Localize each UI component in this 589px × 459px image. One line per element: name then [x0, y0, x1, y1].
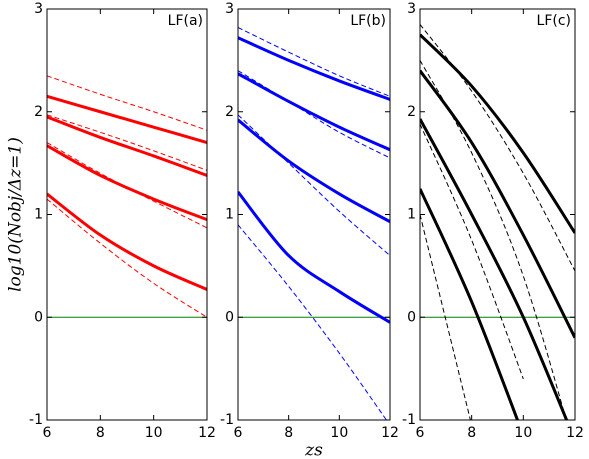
y-tick-label: 1	[225, 207, 234, 223]
curve	[420, 123, 524, 380]
x-tick-label: 12	[566, 425, 584, 441]
curve	[47, 94, 207, 145]
x-tick-label: 12	[198, 425, 216, 441]
x-tick-label: 8	[467, 425, 476, 441]
y-tick-label: 1	[34, 207, 43, 223]
curve	[47, 75, 207, 131]
plot-area	[420, 24, 575, 420]
x-tick-label: 6	[416, 425, 425, 441]
x-tick-label: 10	[514, 425, 532, 441]
curve	[420, 188, 520, 420]
y-tick-label: -1	[402, 412, 416, 428]
curve	[47, 142, 207, 229]
x-tick-label: 10	[330, 425, 348, 441]
curve	[238, 118, 390, 224]
plot-area	[47, 75, 207, 318]
x-tick-label: 8	[284, 425, 293, 441]
curve	[47, 114, 207, 171]
y-tick-label: 0	[34, 309, 43, 325]
curve	[238, 70, 390, 159]
curve	[238, 224, 388, 420]
curve	[47, 198, 207, 318]
curve	[238, 72, 390, 152]
y-axis-label: log10(Nobj/Δz=1)	[6, 137, 26, 292]
plot-area	[238, 27, 390, 420]
y-tick-label: 3	[225, 1, 234, 17]
curve	[238, 27, 390, 97]
x-axis-label: zs	[304, 441, 323, 459]
curve	[420, 33, 575, 234]
y-tick-label: -1	[29, 412, 43, 428]
panel-title: LF(b)	[350, 13, 386, 29]
curve	[420, 69, 575, 339]
y-tick-label: 3	[407, 1, 416, 17]
frame	[419, 8, 576, 421]
curve	[420, 60, 567, 420]
curve	[238, 190, 390, 324]
curve	[420, 214, 471, 420]
y-tick-label: 1	[407, 207, 416, 223]
curve	[238, 114, 390, 256]
curve	[420, 118, 569, 420]
panel-title: LF(a)	[168, 13, 203, 29]
y-tick-label: 0	[407, 309, 416, 325]
y-tick-label: -1	[220, 412, 234, 428]
panel-title: LF(c)	[537, 13, 571, 29]
curve	[47, 115, 207, 177]
curve	[47, 192, 207, 291]
curve	[238, 36, 390, 101]
y-tick-label: 0	[225, 309, 234, 325]
curve	[420, 24, 575, 272]
y-tick-label: 3	[34, 1, 43, 17]
x-tick-label: 8	[96, 425, 105, 441]
x-tick-label: 6	[43, 425, 52, 441]
y-tick-label: 2	[34, 104, 43, 120]
y-tick-label: 2	[407, 104, 416, 120]
x-tick-label: 6	[234, 425, 243, 441]
y-tick-label: 2	[225, 104, 234, 120]
x-tick-label: 12	[381, 425, 399, 441]
x-tick-label: 10	[145, 425, 163, 441]
